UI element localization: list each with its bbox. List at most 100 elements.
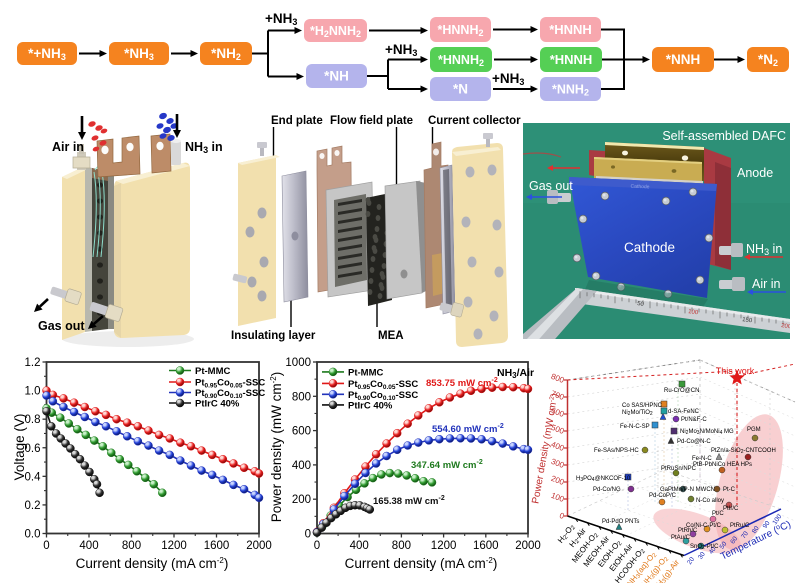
svg-text:600: 600	[292, 426, 311, 438]
svg-text:Pt-MMC: Pt-MMC	[348, 368, 383, 379]
svg-text:PtB-PbNiCo HEA HPs: PtB-PbNiCo HEA HPs	[693, 462, 752, 468]
svg-text:Current collector: Current collector	[428, 115, 521, 127]
svg-text:Cathode: Cathode	[624, 240, 675, 255]
svg-text:Current density (mA cm-2): Current density (mA cm-2)	[345, 556, 498, 571]
svg-text:400: 400	[350, 540, 369, 552]
svg-text:*HNNH2: *HNNH2	[438, 53, 484, 68]
svg-text:This work: This work	[716, 366, 755, 376]
svg-text:Air in: Air in	[752, 277, 781, 291]
svg-text:1200: 1200	[161, 540, 187, 552]
svg-text:1.0: 1.0	[25, 386, 41, 398]
svg-text:PtIrC 40%: PtIrC 40%	[348, 401, 393, 412]
svg-text:*NNH: *NNH	[666, 52, 701, 67]
svg-text:1600: 1600	[204, 540, 230, 552]
svg-text:Cathode: Cathode	[630, 184, 649, 191]
svg-text:Pt0.90Co0.10-SSC: Pt0.90Co0.10-SSC	[348, 390, 418, 402]
svg-text:PtRu/C: PtRu/C	[730, 523, 750, 529]
svg-text:150: 150	[742, 317, 753, 324]
svg-text:50: 50	[719, 540, 729, 550]
svg-text:Self-assembled DAFC: Self-assembled DAFC	[662, 129, 786, 143]
svg-text:500: 500	[550, 423, 566, 436]
svg-text:853.75 mW cm-2: 853.75 mW cm-2	[426, 377, 498, 389]
svg-text:Pt0.95Co0.05-SSC: Pt0.95Co0.05-SSC	[195, 378, 265, 390]
svg-text:1600: 1600	[473, 540, 499, 552]
svg-text:*HNNH: *HNNH	[550, 52, 593, 67]
svg-text:Pt/N&F-C: Pt/N&F-C	[681, 417, 707, 423]
svg-text:Fe-N-C-SP: Fe-N-C-SP	[620, 424, 650, 430]
svg-text:400: 400	[292, 460, 311, 472]
svg-text:d-SA-FeNC: d-SA-FeNC	[668, 409, 700, 415]
svg-text:800: 800	[550, 372, 566, 385]
svg-text:NH3 in: NH3 in	[746, 242, 782, 257]
svg-text:PtIr/C: PtIr/C	[723, 506, 739, 512]
svg-text:*H2NNH2: *H2NNH2	[310, 24, 361, 39]
svg-text:40: 40	[708, 545, 718, 555]
svg-text:400: 400	[79, 540, 98, 552]
svg-text:165.38 mW cm-2: 165.38 mW cm-2	[373, 495, 445, 507]
svg-text:PtZn/a-SiO2-CNTCOOH: PtZn/a-SiO2-CNTCOOH	[711, 448, 776, 455]
svg-text:Ni2Mo3N/MoNi4 MG: Ni2Mo3N/MoNi4 MG	[680, 429, 734, 436]
svg-text:0: 0	[43, 540, 49, 552]
svg-text:Pt-C: Pt-C	[723, 487, 736, 493]
svg-text:0.8: 0.8	[25, 414, 41, 426]
svg-text:Pt0.95Co0.05-SSC: Pt0.95Co0.05-SSC	[348, 379, 418, 391]
svg-text:30: 30	[697, 551, 707, 561]
svg-text:800: 800	[392, 540, 411, 552]
svg-text:0: 0	[558, 511, 566, 521]
svg-text:*HNNH: *HNNH	[549, 22, 592, 37]
svg-text:Pd-CoP/C: Pd-CoP/C	[649, 493, 677, 499]
svg-text:Power density (mW cm-2): Power density (mW cm-2)	[269, 372, 284, 522]
svg-text:Ni2Mo/TiO2: Ni2Mo/TiO2	[622, 410, 653, 417]
svg-text:GaPtMn/P-N MWCNT: GaPtMn/P-N MWCNT	[660, 487, 719, 493]
svg-text:+NH3: +NH3	[265, 11, 297, 27]
svg-text:2000: 2000	[246, 540, 272, 552]
svg-text:Voltage (V): Voltage (V)	[12, 414, 27, 481]
svg-text:+NH3: +NH3	[385, 42, 417, 58]
svg-text:0: 0	[305, 529, 311, 541]
svg-text:SnO2-Pt/C: SnO2-Pt/C	[690, 544, 719, 551]
svg-text:*NH: *NH	[324, 69, 349, 84]
svg-text:2000: 2000	[515, 540, 541, 552]
svg-text:200: 200	[781, 323, 792, 330]
svg-text:Pt/C: Pt/C	[712, 511, 724, 517]
svg-text:Ru-CrO@CN: Ru-CrO@CN	[664, 388, 699, 394]
svg-text:60: 60	[729, 535, 739, 545]
svg-text:Co SAS/HPNC: Co SAS/HPNC	[622, 403, 663, 409]
svg-text:1200: 1200	[431, 540, 457, 552]
svg-text:1.2: 1.2	[25, 357, 41, 369]
svg-text:Fe-SAs/NPS-HC: Fe-SAs/NPS-HC	[594, 448, 639, 454]
svg-text:N-Co alloy: N-Co alloy	[696, 498, 724, 504]
svg-text:800: 800	[292, 391, 311, 403]
svg-text:*HNNH2: *HNNH2	[438, 23, 484, 38]
svg-text:Current density (mA cm-2): Current density (mA cm-2)	[76, 556, 229, 571]
svg-text:0: 0	[314, 540, 320, 552]
svg-text:*NH3: *NH3	[124, 46, 154, 62]
svg-text:347.64 mW cm-2: 347.64 mW cm-2	[411, 459, 483, 471]
svg-text:Air in: Air in	[52, 140, 84, 154]
svg-text:300: 300	[550, 457, 566, 470]
svg-text:Pd-PdO PNTs: Pd-PdO PNTs	[602, 519, 639, 525]
svg-text:80: 80	[751, 525, 761, 535]
svg-text:PtRuSn/NPC: PtRuSn/NPC	[661, 466, 697, 472]
svg-text:NH3/Air: NH3/Air	[497, 367, 534, 380]
svg-text:100: 100	[550, 491, 566, 504]
svg-text:0.4: 0.4	[25, 471, 42, 483]
svg-text:0.2: 0.2	[25, 500, 41, 512]
svg-text:Flow field plate: Flow field plate	[330, 115, 413, 127]
svg-text:0.0: 0.0	[25, 529, 41, 541]
svg-text:PtIrC 40%: PtIrC 40%	[195, 399, 240, 410]
svg-text:PtRh/C: PtRh/C	[678, 528, 698, 534]
svg-text:NH3 in: NH3 in	[185, 140, 223, 155]
svg-text:800: 800	[122, 540, 141, 552]
svg-text:*NH2: *NH2	[211, 46, 241, 62]
svg-text:Anode: Anode	[737, 166, 773, 180]
svg-text:Pt-MMC: Pt-MMC	[195, 366, 230, 377]
svg-text:*N: *N	[453, 82, 468, 97]
svg-text:PGM: PGM	[747, 427, 761, 433]
svg-text:Gas out: Gas out	[38, 319, 85, 333]
svg-text:1000: 1000	[285, 357, 311, 369]
svg-text:600: 600	[550, 406, 566, 419]
svg-text:400: 400	[550, 440, 566, 453]
svg-text:*NNH2: *NNH2	[552, 82, 589, 97]
svg-text:End plate: End plate	[271, 115, 323, 127]
